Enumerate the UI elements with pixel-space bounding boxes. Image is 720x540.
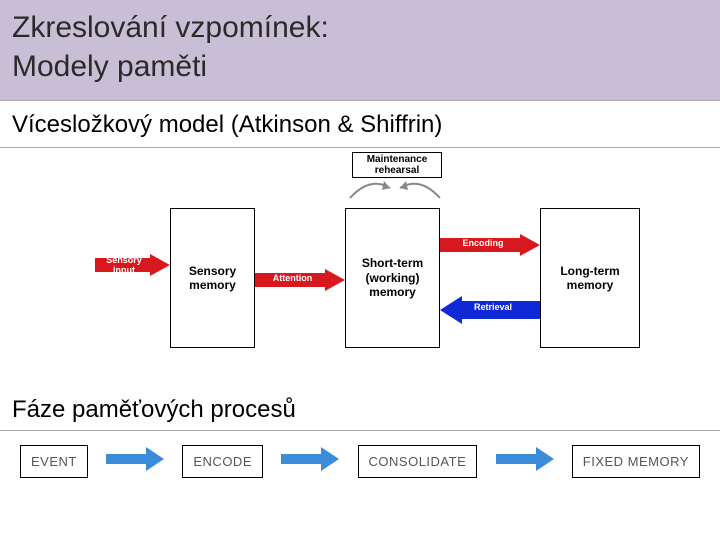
retrieval-label: Retrieval [458,303,528,313]
model-subtitle: Vícesložkový model (Atkinson & Shiffrin) [0,100,720,148]
arrow-right-icon [496,447,554,476]
title-line2: Modely paměti [12,47,708,86]
phase-event: EVENT [20,445,88,478]
arrow-right-icon [106,447,164,476]
maintenance-label: Maintenance rehearsal [352,152,442,178]
phase-encode: ENCODE [182,445,263,478]
phase-fixed-memory: FIXED MEMORY [572,445,700,478]
long-term-memory-box: Long-term memory [540,208,640,348]
memory-model-diagram: Maintenance rehearsal Sensory memory Sho… [0,148,720,388]
arrow-right-icon [281,447,339,476]
attention-label: Attention [260,274,325,284]
sensory-memory-box: Sensory memory [170,208,255,348]
phase-consolidate: CONSOLIDATE [358,445,478,478]
title-line1: Zkreslování vzpomínek: [12,8,708,47]
encoding-label: Encoding [448,239,518,249]
short-term-memory-box: Short-term (working) memory [345,208,440,348]
phases-title: Fáze paměťových procesů [0,388,720,431]
slide-header: Zkreslování vzpomínek: Modely paměti [0,0,720,100]
sensory-input-label: Sensory input [96,256,152,276]
phases-row: EVENT ENCODE CONSOLIDATE FIXED MEMORY [0,431,720,492]
